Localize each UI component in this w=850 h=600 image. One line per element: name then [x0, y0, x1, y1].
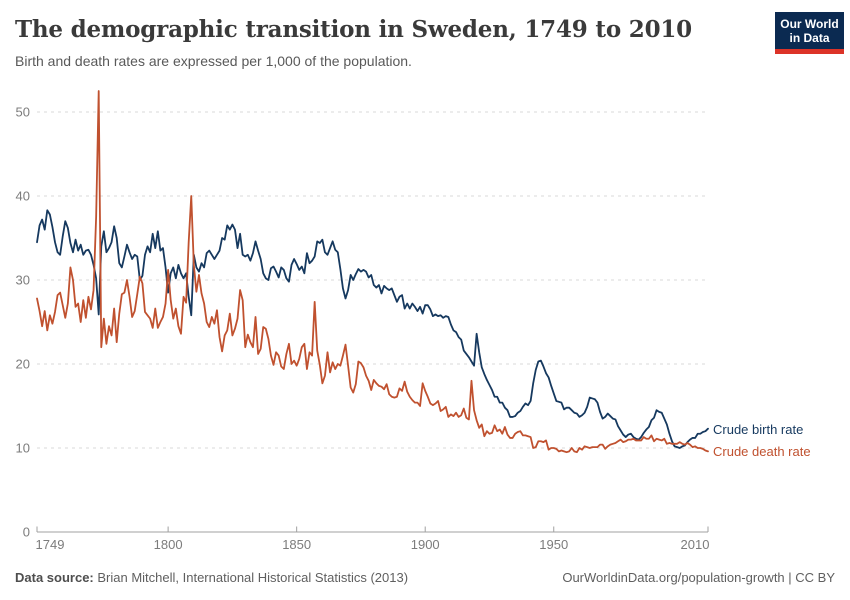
credit-url: OurWorldinData.org/population-growth | C…: [562, 570, 835, 585]
death-rate-line: [36, 90, 709, 454]
data-source-text: Brian Mitchell, International Historical…: [93, 570, 409, 585]
birth-rate-line: [36, 209, 709, 449]
y-tick-label-50: 50: [16, 105, 30, 120]
legend-crude-birth-rate: Crude birth rate: [713, 422, 804, 437]
data-source-label: Data source:: [15, 570, 94, 585]
chart-subtitle: Birth and death rates are expressed per …: [15, 53, 412, 69]
legend-crude-death-rate: Crude death rate: [713, 444, 811, 459]
y-tick-label-40: 40: [16, 189, 30, 204]
x-tick-label-1950: 1950: [539, 537, 568, 552]
x-tick-label-1900: 1900: [411, 537, 440, 552]
owid-logo-line1: Our World: [780, 17, 839, 31]
y-tick-label-0: 0: [23, 525, 30, 540]
owid-logo-line2: in Data: [789, 31, 830, 45]
y-tick-label-10: 10: [16, 441, 30, 456]
data-source-note: Data source: Brian Mitchell, Internation…: [15, 570, 408, 585]
owid-logo: Our World in Data: [775, 12, 844, 54]
y-tick-label-30: 30: [16, 273, 30, 288]
y-tick-label-20: 20: [16, 357, 30, 372]
x-tick-label-1749: 1749: [36, 537, 65, 552]
x-tick-label-1850: 1850: [282, 537, 311, 552]
chart-title: The demographic transition in Sweden, 17…: [15, 16, 692, 43]
x-tick-label-2010: 2010: [681, 537, 710, 552]
x-tick-label-1800: 1800: [154, 537, 183, 552]
